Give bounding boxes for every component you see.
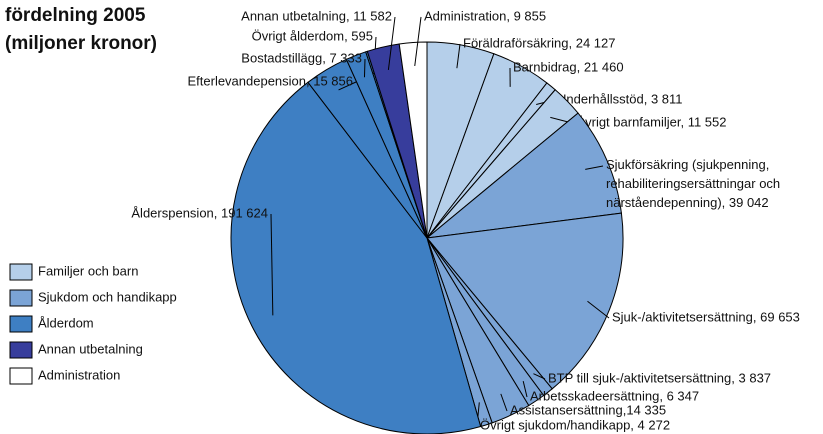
pie-slice <box>230 81 482 434</box>
pie-slice <box>425 112 622 239</box>
data-label: Föräldraförsäkring, 24 127 <box>463 35 615 50</box>
data-label: Sjuk-/aktivitetsersättning, 69 653 <box>612 309 800 324</box>
legend-label: Annan utbetalning <box>38 341 143 356</box>
data-label: Efterlevandepension, 15 856 <box>187 73 353 88</box>
leader-line <box>414 16 422 67</box>
pie-slice <box>398 41 428 239</box>
chart-title: fördelning 2005 <box>5 5 146 26</box>
data-label: Övrigt ålderdom, 595 <box>252 28 373 43</box>
data-label: Ålderspension, 191 624 <box>131 205 268 220</box>
leader-line <box>456 43 461 69</box>
legend-label: Administration <box>38 367 120 382</box>
data-label-line: Sjukförsäkring (sjukpenning, <box>606 157 769 172</box>
leader-line <box>363 58 366 78</box>
leader-line <box>270 213 274 316</box>
data-label: BTP till sjuk-/aktivitetsersättning, 3 8… <box>548 370 771 385</box>
leader-line <box>533 373 546 380</box>
data-label: Underhållsstöd, 3 811 <box>557 91 683 106</box>
data-label: Annan utbetalning, 11 582 <box>241 8 392 23</box>
leader-line <box>338 81 357 91</box>
legend-swatch <box>9 289 33 307</box>
legend-label: Ålderdom <box>38 315 94 330</box>
data-label-line: rehabiliteringsersättningar och <box>606 176 780 191</box>
data-label: Bostadstillägg, 7 333 <box>241 50 362 65</box>
data-label: Assistansersättning,14 335 <box>510 402 666 417</box>
legend-swatch <box>9 315 33 333</box>
pie-slice <box>426 212 624 390</box>
data-label: Övrigt barnfamiljer, 11 552 <box>575 114 727 129</box>
leader-line <box>587 300 610 319</box>
data-label: Arbetsskadeersättning, 6 347 <box>530 388 699 403</box>
data-label-line: närståendepenning), 39 042 <box>606 195 769 210</box>
leader-line <box>387 16 396 70</box>
legend-label: Familjer och barn <box>38 263 138 278</box>
legend-label: Sjukdom och handikapp <box>38 289 177 304</box>
chart-title: (miljoner kronor) <box>5 33 157 54</box>
legend-swatch <box>9 263 33 281</box>
data-label: Övrigt sjukdom/handikapp, 4 272 <box>480 417 670 432</box>
data-label: Barnbidrag, 21 460 <box>513 59 624 74</box>
legend-swatch <box>9 367 33 385</box>
data-label: Sjukförsäkring (sjukpenning, rehabiliteri… <box>606 157 780 210</box>
leader-line <box>585 165 604 170</box>
leader-line <box>500 393 508 412</box>
legend-swatch <box>9 341 33 359</box>
data-label: Administration, 9 855 <box>424 8 546 23</box>
leader-line <box>522 381 528 398</box>
